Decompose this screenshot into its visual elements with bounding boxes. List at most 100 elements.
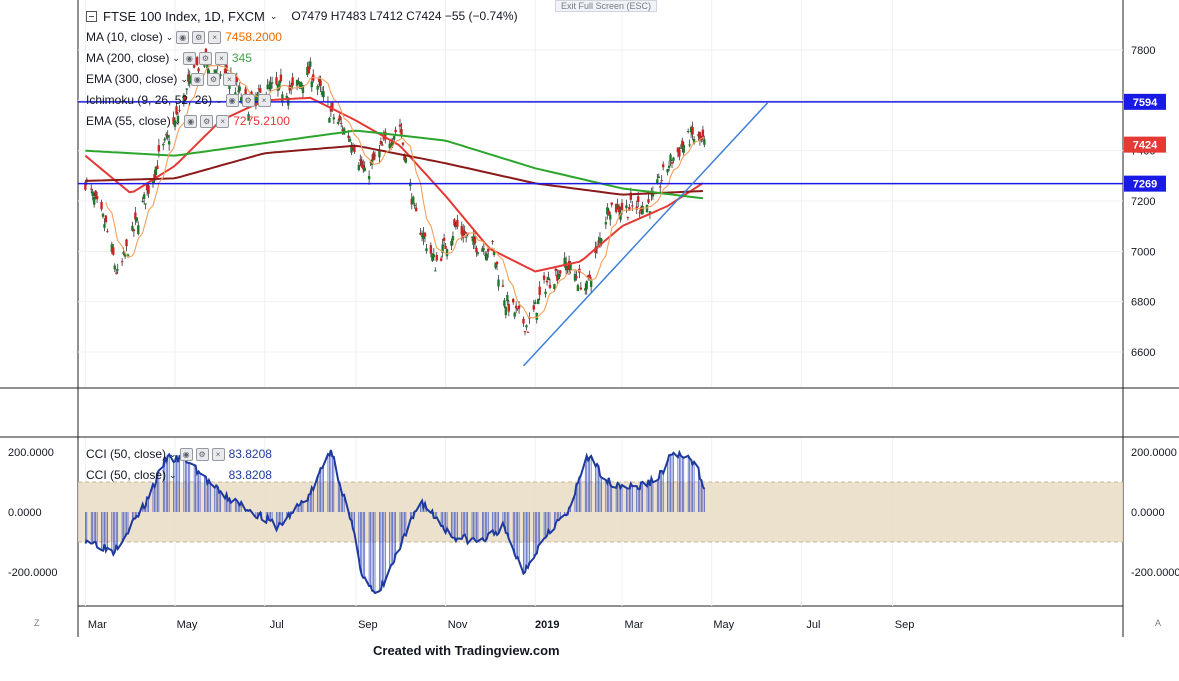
candle-body (516, 308, 519, 310)
candle-body (538, 286, 541, 295)
eye-icon[interactable]: ◉ (179, 448, 193, 461)
candle-body (491, 240, 494, 243)
candle-body (141, 200, 144, 202)
settings-icon[interactable]: ⚙ (200, 115, 214, 128)
candle-body (525, 325, 528, 328)
candle-body (686, 130, 690, 133)
candle-body (553, 284, 556, 290)
candle-body (616, 204, 619, 209)
candle-body (542, 275, 546, 280)
candle-body (666, 169, 669, 173)
settings-icon[interactable]: ⚙ (198, 52, 212, 65)
candle-body (392, 136, 396, 140)
chevron-down-icon[interactable]: ⌄ (172, 53, 180, 63)
indicator-label: MA (10, close) (86, 30, 163, 44)
candle-body (413, 205, 416, 207)
y-tick-label: 7000 (1131, 246, 1155, 258)
candle-body (310, 81, 313, 88)
candle-body (163, 138, 166, 141)
indicator-label: Ichimoku (9, 26, 52, 26) (86, 93, 213, 107)
cci-y-tick-label: 0.0000 (8, 507, 42, 519)
candle-body (357, 164, 361, 171)
attribution-text: Created with Tradingview.com (373, 643, 560, 658)
candle-body (422, 232, 425, 239)
candle-body (401, 142, 405, 145)
candle-body (660, 180, 663, 182)
candle-body (157, 145, 161, 152)
settings-icon[interactable]: ⚙ (195, 448, 209, 461)
candle-body (125, 239, 128, 247)
close-icon[interactable]: × (208, 31, 222, 44)
candle-body (692, 138, 696, 144)
candle-body (381, 144, 384, 146)
candle-body (672, 157, 675, 161)
cci-legend: CCI (50, close) ⌄ ◉ ⚙ × 83.8208 CCI (50,… (86, 444, 272, 486)
candle-body (535, 312, 538, 320)
candle-body (120, 261, 124, 263)
candle-body (187, 74, 190, 82)
candle-body (476, 252, 480, 254)
x-tick-label: May (177, 619, 198, 631)
candle-body (628, 206, 631, 211)
close-icon[interactable]: × (211, 448, 225, 461)
candle-body (501, 285, 505, 287)
candle-body (394, 129, 397, 133)
x-tick-label: Sep (895, 619, 915, 631)
settings-icon[interactable]: ⚙ (192, 31, 206, 44)
chevron-down-icon[interactable]: ⌄ (165, 32, 174, 42)
candle-body (575, 276, 578, 279)
eye-icon[interactable]: ◉ (176, 31, 190, 44)
cci-value: 83.8208 (228, 468, 272, 482)
candle-body (410, 198, 413, 205)
candle-body (625, 205, 628, 209)
exit-fullscreen-button[interactable]: Exit Full Screen (ESC) (555, 0, 658, 12)
candle-body (414, 207, 418, 212)
candle-body (451, 236, 455, 241)
chevron-down-icon[interactable]: ⌄ (173, 116, 182, 126)
auto-scale-corner[interactable]: A (1155, 618, 1162, 628)
candle-body (439, 258, 443, 261)
close-icon[interactable]: × (214, 52, 228, 65)
eye-icon[interactable]: ◉ (190, 73, 204, 86)
candle-body (547, 277, 550, 280)
candle-body (431, 253, 434, 261)
candle-body (563, 257, 566, 267)
close-icon[interactable]: × (222, 73, 236, 86)
chevron-down-icon[interactable]: ⌄ (180, 74, 188, 84)
candle-body (362, 165, 365, 170)
settings-icon[interactable]: ⚙ (241, 94, 255, 107)
ma-line-ma10 (105, 63, 705, 319)
close-icon[interactable]: × (257, 94, 271, 107)
eye-icon[interactable]: ◉ (184, 115, 198, 128)
candle-body (517, 305, 521, 309)
candle-body (676, 147, 680, 153)
chevron-down-icon[interactable]: ⌄ (169, 470, 177, 480)
chevron-down-icon[interactable]: ⌄ (169, 449, 177, 459)
candle-body (589, 279, 593, 287)
candle-body (123, 253, 127, 257)
indicator-row: MA (10, close) ⌄ ◉ ⚙ × 7458.2000 (86, 27, 518, 48)
candle-body (135, 217, 139, 222)
candle-body (301, 85, 305, 94)
chevron-down-icon[interactable]: ⌄ (269, 11, 278, 21)
settings-icon[interactable]: ⚙ (206, 73, 220, 86)
collapse-icon[interactable] (86, 11, 97, 22)
candle-body (172, 117, 175, 124)
candle-body (503, 300, 506, 307)
eye-icon[interactable]: ◉ (182, 52, 196, 65)
candle-body (162, 143, 165, 146)
close-icon[interactable]: × (216, 115, 230, 128)
eye-icon[interactable]: ◉ (225, 94, 239, 107)
candle-body (462, 229, 465, 239)
candle-body (116, 269, 119, 271)
candle-body (648, 211, 652, 214)
zoom-corner-left[interactable]: Z (34, 618, 40, 628)
candle-body (636, 196, 640, 202)
candle-body (682, 144, 685, 153)
candle-body (441, 244, 444, 254)
cci-label: CCI (50, close) (86, 468, 167, 482)
candle-body (372, 152, 375, 161)
chevron-down-icon[interactable]: ⌄ (215, 95, 223, 105)
candle-body (279, 74, 283, 82)
